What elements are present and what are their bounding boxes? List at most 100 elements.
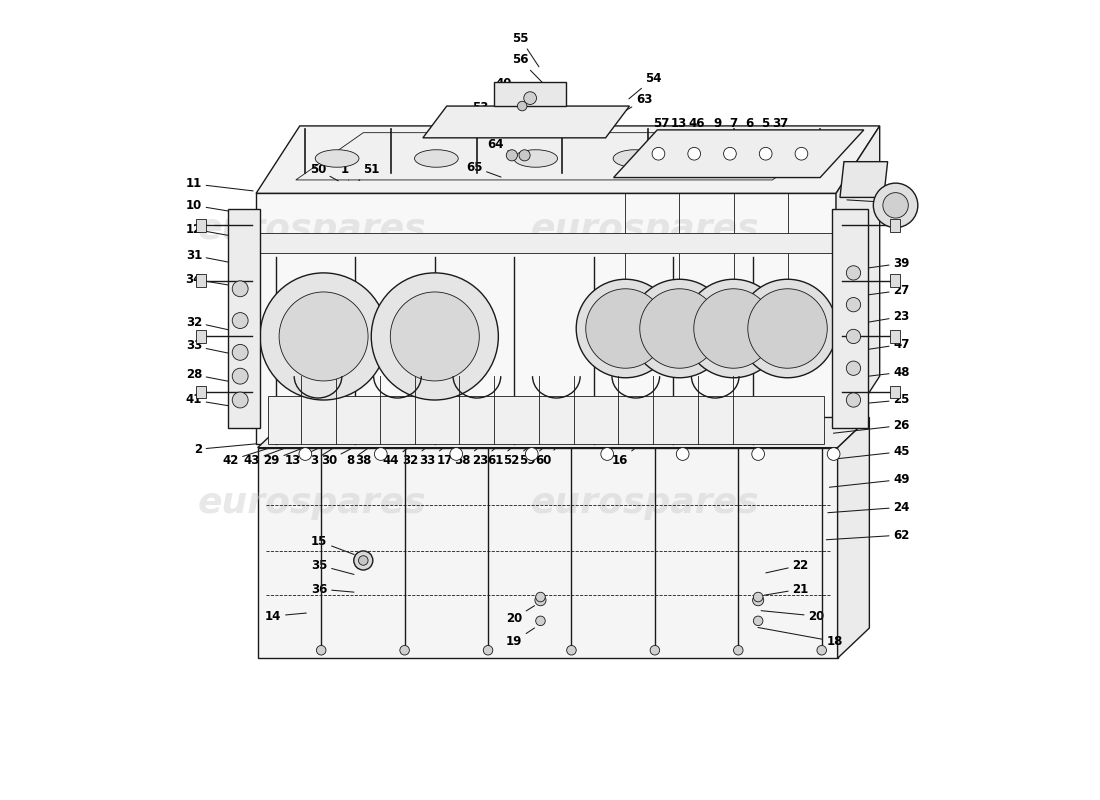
Circle shape bbox=[232, 368, 249, 384]
Text: 59: 59 bbox=[519, 449, 542, 467]
Circle shape bbox=[526, 448, 538, 460]
Text: 18: 18 bbox=[758, 627, 843, 648]
Text: 30: 30 bbox=[321, 448, 352, 467]
Circle shape bbox=[754, 592, 763, 602]
Text: 51: 51 bbox=[359, 163, 380, 181]
Circle shape bbox=[846, 266, 860, 280]
Text: 38: 38 bbox=[355, 448, 384, 467]
Text: eurospares: eurospares bbox=[197, 486, 426, 520]
Bar bbox=[890, 219, 900, 231]
Text: 25: 25 bbox=[835, 394, 910, 406]
Circle shape bbox=[536, 592, 546, 602]
Circle shape bbox=[232, 344, 249, 360]
Circle shape bbox=[517, 102, 527, 111]
Circle shape bbox=[684, 279, 783, 378]
Text: 53: 53 bbox=[472, 101, 507, 123]
Circle shape bbox=[846, 393, 860, 407]
Circle shape bbox=[827, 448, 840, 460]
Circle shape bbox=[601, 448, 614, 460]
Circle shape bbox=[652, 147, 664, 160]
Circle shape bbox=[299, 448, 311, 460]
Text: 21: 21 bbox=[764, 582, 808, 595]
Text: 63: 63 bbox=[621, 93, 652, 114]
Text: 32: 32 bbox=[402, 449, 425, 467]
Text: 10: 10 bbox=[186, 199, 251, 214]
Bar bbox=[890, 274, 900, 287]
Text: 42: 42 bbox=[222, 448, 270, 467]
Text: 41: 41 bbox=[186, 394, 250, 410]
Text: 24: 24 bbox=[828, 501, 910, 514]
Text: 48: 48 bbox=[837, 366, 910, 380]
Circle shape bbox=[483, 646, 493, 655]
Circle shape bbox=[640, 289, 719, 368]
Circle shape bbox=[751, 448, 764, 460]
Text: 23: 23 bbox=[472, 449, 495, 467]
Text: 26: 26 bbox=[834, 419, 910, 434]
Circle shape bbox=[372, 273, 498, 400]
Text: 12: 12 bbox=[186, 222, 250, 239]
Text: 58: 58 bbox=[454, 449, 477, 467]
Text: 15: 15 bbox=[311, 535, 354, 554]
Bar bbox=[197, 219, 206, 231]
Ellipse shape bbox=[613, 150, 657, 167]
Bar bbox=[197, 386, 206, 398]
Polygon shape bbox=[260, 233, 832, 253]
Polygon shape bbox=[494, 82, 565, 106]
Text: 64: 64 bbox=[487, 138, 516, 154]
Text: 19: 19 bbox=[506, 628, 535, 648]
Circle shape bbox=[734, 646, 744, 655]
Text: 14: 14 bbox=[265, 610, 306, 622]
Polygon shape bbox=[840, 162, 888, 198]
Text: 23: 23 bbox=[842, 310, 910, 326]
Circle shape bbox=[506, 150, 517, 161]
Text: 61: 61 bbox=[487, 449, 510, 467]
Bar bbox=[197, 330, 206, 342]
Text: 20: 20 bbox=[761, 610, 824, 622]
Text: 46: 46 bbox=[689, 117, 705, 149]
Text: 6: 6 bbox=[745, 117, 754, 154]
Text: 20: 20 bbox=[506, 606, 535, 625]
Text: 22: 22 bbox=[766, 558, 808, 573]
Ellipse shape bbox=[713, 150, 756, 167]
Text: 43: 43 bbox=[244, 448, 285, 467]
Circle shape bbox=[846, 298, 860, 312]
Ellipse shape bbox=[514, 150, 558, 167]
Text: 37: 37 bbox=[772, 117, 789, 157]
Text: 29: 29 bbox=[264, 448, 303, 467]
Circle shape bbox=[585, 289, 666, 368]
Polygon shape bbox=[837, 418, 869, 658]
Circle shape bbox=[317, 646, 326, 655]
Text: 65: 65 bbox=[466, 161, 500, 177]
Circle shape bbox=[817, 646, 826, 655]
Circle shape bbox=[676, 448, 689, 460]
Text: 31: 31 bbox=[186, 249, 250, 266]
Polygon shape bbox=[832, 210, 868, 428]
Text: 57: 57 bbox=[652, 117, 674, 143]
Text: 8: 8 bbox=[346, 449, 367, 467]
Text: 32: 32 bbox=[186, 316, 250, 334]
Circle shape bbox=[650, 646, 660, 655]
Circle shape bbox=[748, 289, 827, 368]
Text: 62: 62 bbox=[826, 529, 910, 542]
Text: 49: 49 bbox=[829, 473, 910, 487]
Circle shape bbox=[450, 448, 463, 460]
Ellipse shape bbox=[415, 150, 459, 167]
Polygon shape bbox=[256, 126, 880, 194]
Polygon shape bbox=[422, 106, 629, 138]
Circle shape bbox=[232, 281, 249, 297]
Polygon shape bbox=[229, 210, 260, 428]
Text: eurospares: eurospares bbox=[197, 212, 426, 246]
Circle shape bbox=[754, 616, 763, 626]
Text: 5: 5 bbox=[761, 117, 769, 155]
Circle shape bbox=[576, 279, 674, 378]
Text: 55: 55 bbox=[512, 32, 539, 66]
Circle shape bbox=[400, 646, 409, 655]
Circle shape bbox=[390, 292, 480, 381]
Text: 56: 56 bbox=[512, 54, 542, 83]
Circle shape bbox=[846, 330, 860, 343]
Circle shape bbox=[688, 147, 701, 160]
Polygon shape bbox=[836, 126, 880, 444]
Circle shape bbox=[724, 147, 736, 160]
Circle shape bbox=[630, 279, 729, 378]
Text: 3: 3 bbox=[310, 449, 332, 467]
